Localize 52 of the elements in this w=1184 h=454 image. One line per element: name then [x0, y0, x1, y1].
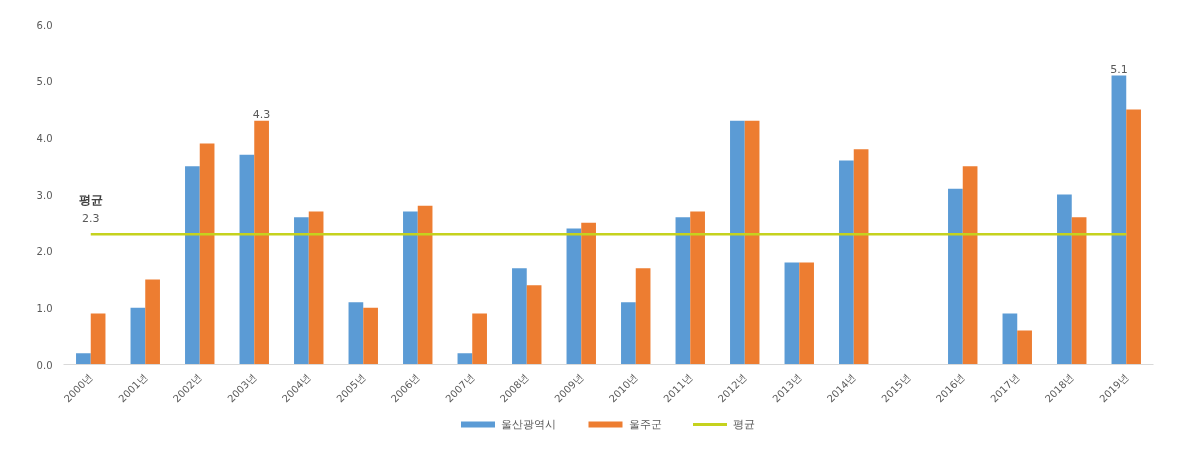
- bar: [348, 302, 364, 365]
- data-label: 5.1: [1110, 62, 1128, 76]
- bar: [1071, 217, 1087, 365]
- legend-label: 평균: [733, 418, 755, 431]
- bar: [784, 262, 800, 365]
- legend-label: 울산광역시: [501, 418, 556, 431]
- bar: [199, 143, 215, 365]
- bar: [254, 120, 269, 365]
- bar: [566, 228, 582, 365]
- bar: [417, 205, 433, 365]
- bar: [76, 353, 91, 365]
- bar: [185, 166, 200, 365]
- y-tick-label: 4.0: [36, 132, 53, 144]
- y-tick-label: 6.0: [36, 19, 53, 31]
- bar: [130, 307, 146, 365]
- y-tick-label: 2.0: [36, 246, 53, 258]
- bar: [90, 313, 106, 365]
- y-tick-label: 0.0: [36, 359, 53, 371]
- bar: [675, 217, 691, 365]
- bar: [472, 313, 487, 365]
- bar: [1002, 313, 1018, 365]
- annotation: 평균: [78, 193, 103, 208]
- bar: [526, 285, 542, 365]
- bar: [145, 279, 160, 365]
- y-tick-label: 5.0: [36, 76, 53, 88]
- bar: [730, 120, 745, 365]
- bar: [239, 154, 255, 365]
- bar: [948, 188, 963, 365]
- bar: [1111, 75, 1127, 365]
- bar: [363, 307, 378, 365]
- y-tick-label: 3.0: [36, 189, 53, 201]
- bar: [308, 211, 324, 365]
- bar: [1017, 330, 1032, 365]
- bar: [512, 268, 527, 365]
- bar: [581, 222, 596, 365]
- bar: [1126, 109, 1141, 365]
- data-label: 2.3: [82, 212, 100, 226]
- bar: [403, 211, 418, 365]
- bar: [853, 149, 869, 365]
- y-tick-label: 1.0: [36, 302, 53, 314]
- bar: [690, 211, 705, 365]
- bar: [744, 120, 760, 365]
- bar: [635, 268, 651, 365]
- bar: [457, 353, 473, 365]
- bar: [621, 302, 636, 365]
- bar: [294, 217, 309, 365]
- bar: [962, 166, 978, 365]
- data-label: 4.3: [252, 107, 271, 121]
- bar: [839, 160, 854, 365]
- legend-label: 울주군: [628, 418, 662, 431]
- bar: [799, 262, 814, 365]
- bar: [1057, 194, 1072, 365]
